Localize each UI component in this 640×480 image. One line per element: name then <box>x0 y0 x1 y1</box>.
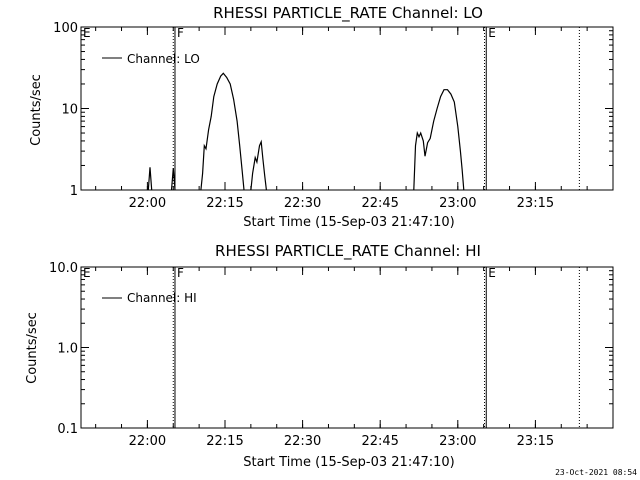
x-tick-label: 23:15 <box>517 196 554 211</box>
x-tick-label: 22:00 <box>129 434 166 449</box>
generation-timestamp: 23-Oct-2021 08:54 <box>555 468 637 477</box>
region-label: E <box>488 266 496 280</box>
x-tick-label: 22:45 <box>361 196 398 211</box>
y-tick-label: 1 <box>70 184 78 199</box>
series-line-segment <box>250 139 267 191</box>
region-label: E <box>488 26 496 40</box>
region-label: F <box>177 266 184 280</box>
series-line-segment <box>413 89 465 191</box>
series-line-segment <box>147 167 153 191</box>
x-tick-label: 22:00 <box>129 196 166 211</box>
chart-title: RHESSI PARTICLE_RATE Channel: LO <box>213 4 483 23</box>
series-line-segment <box>200 72 245 191</box>
y-axis-label: Counts/sec <box>25 312 40 384</box>
y-tick-label: 10 <box>61 103 78 118</box>
region-label: E <box>83 266 91 280</box>
x-tick-label: 22:15 <box>206 434 243 449</box>
x-tick-label: 23:15 <box>517 434 554 449</box>
x-tick-label: 23:00 <box>439 434 476 449</box>
x-tick-label: 22:30 <box>284 434 321 449</box>
x-tick-label: 22:30 <box>284 196 321 211</box>
region-label: E <box>83 26 91 40</box>
legend-label: Channel: HI <box>127 291 197 305</box>
panel-lo-channel: RHESSI PARTICLE_RATE Channel: LO Start T… <box>29 4 614 230</box>
chart-title: RHESSI PARTICLE_RATE Channel: HI <box>215 242 481 261</box>
x-axis-label: Start Time (15-Sep-03 21:47:10) <box>243 455 454 470</box>
x-tick-label: 22:45 <box>361 434 398 449</box>
panel-hi-channel: RHESSI PARTICLE_RATE Channel: HI Start T… <box>25 242 614 470</box>
x-tick-label: 23:00 <box>439 196 476 211</box>
x-axis-label: Start Time (15-Sep-03 21:47:10) <box>243 215 454 230</box>
x-tick-label: 22:15 <box>206 196 243 211</box>
y-axis-label: Counts/sec <box>29 74 44 146</box>
y-tick-label: 1.0 <box>57 342 78 357</box>
region-label: F <box>177 26 184 40</box>
y-tick-label: 10.0 <box>49 261 78 276</box>
series-line-segment <box>170 168 176 191</box>
y-tick-label: 100 <box>53 21 78 36</box>
legend-label: Channel: LO <box>127 52 200 66</box>
y-tick-label: 0.1 <box>57 422 78 437</box>
